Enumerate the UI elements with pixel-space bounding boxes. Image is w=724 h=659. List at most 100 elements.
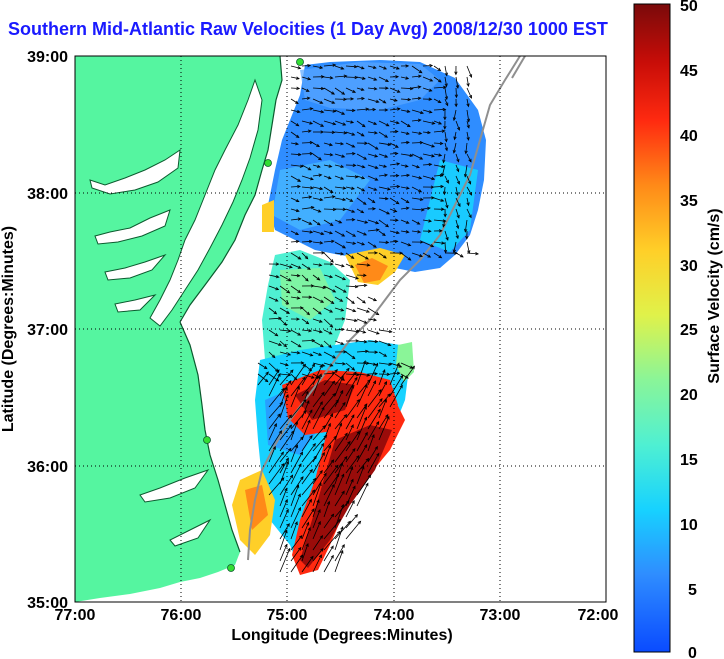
velocity-vector [345, 186, 355, 190]
velocity-vector [334, 241, 346, 249]
velocity-vector [290, 521, 298, 540]
velocity-vector [466, 65, 472, 78]
velocity-vector [345, 131, 355, 136]
velocity-vector [378, 76, 389, 82]
vector-arrowhead [306, 521, 310, 526]
vector-arrowhead [351, 367, 356, 371]
vector-arrowhead [361, 165, 366, 169]
velocity-vector [378, 131, 388, 138]
vector-arrowhead [360, 87, 365, 91]
vector-arrowhead [464, 228, 468, 233]
velocity-vector [301, 175, 314, 180]
velocity-vector [400, 153, 413, 157]
vector-arrowhead [393, 209, 398, 213]
vector-arrowhead [399, 384, 403, 389]
velocity-vector [323, 76, 333, 79]
velocity-vector [356, 197, 367, 205]
velocity-vector [279, 488, 288, 507]
vector-arrowhead [398, 364, 403, 368]
velocity-vector [312, 307, 322, 315]
vector-arrowhead [342, 362, 347, 366]
velocity-vector [422, 65, 433, 67]
velocity-vector [334, 328, 345, 331]
velocity-vector [444, 186, 446, 195]
vector-arrowhead [452, 149, 457, 154]
vector-arrowhead [383, 353, 388, 357]
vector-arrowhead [429, 63, 434, 68]
vector-arrowhead [427, 130, 432, 135]
velocity-vector [411, 131, 422, 134]
velocity-vector [290, 175, 301, 182]
vector-arrowhead [374, 445, 378, 450]
colorbar-tick-label: 10 [680, 517, 698, 534]
colorbar-tick-label: 5 [688, 582, 697, 599]
velocity-vector [378, 416, 390, 441]
vector-arrowhead [342, 401, 346, 406]
velocity-vector [323, 473, 340, 496]
vector-arrowhead [428, 88, 433, 92]
vector-arrowhead [375, 99, 380, 103]
vector-arrowhead [303, 410, 307, 414]
velocity-vector [290, 463, 302, 485]
vector-arrowhead [296, 109, 301, 114]
velocity-vector [257, 362, 268, 369]
velocity-vector [389, 108, 400, 111]
vector-arrowhead [418, 74, 422, 78]
velocity-vector [323, 399, 339, 419]
vector-arrowhead [427, 229, 432, 233]
vector-arrowhead [277, 413, 281, 417]
velocity-vector [312, 164, 321, 168]
velocity-vector [356, 131, 365, 137]
velocity-vector [279, 448, 292, 463]
vector-arrowhead [275, 274, 280, 279]
velocity-vector [367, 318, 377, 321]
velocity-vector [378, 393, 391, 408]
vector-arrowhead [330, 262, 334, 266]
vector-arrowhead [285, 460, 289, 465]
velocity-vector [323, 164, 332, 168]
vector-arrowhead [475, 252, 480, 256]
vector-arrowhead [375, 228, 380, 232]
x-tick-label: 77:00 [55, 607, 96, 624]
velocity-vector [312, 197, 323, 201]
vector-arrowhead [374, 339, 379, 344]
vector-arrowhead [396, 371, 401, 376]
vector-arrowhead [299, 451, 303, 456]
vector-arrowhead [347, 440, 351, 445]
vector-arrowhead [316, 277, 321, 281]
velocity-vector [323, 340, 332, 348]
vector-arrowhead [305, 277, 309, 282]
velocity-vector [378, 252, 387, 259]
velocity-vector [301, 240, 312, 243]
vector-arrowhead [384, 108, 389, 112]
velocity-vector [323, 372, 335, 375]
vector-arrowhead [344, 432, 348, 437]
station-marker [264, 159, 272, 167]
velocity-vector [345, 65, 357, 68]
colorbar-tick-label: 0 [688, 645, 697, 659]
velocity-vector [433, 197, 444, 202]
vector-arrowhead [353, 371, 357, 376]
velocity-vector [455, 120, 460, 131]
vector-arrowhead [328, 331, 333, 335]
velocity-vector [422, 219, 432, 222]
vector-arrowhead [308, 195, 313, 199]
vector-arrowhead [385, 240, 390, 244]
vector-arrowhead [382, 100, 387, 104]
vector-arrowhead [442, 191, 447, 196]
gridlines [75, 56, 606, 602]
vector-arrowhead [278, 342, 283, 346]
velocity-vector [290, 120, 299, 127]
vector-arrowhead [442, 159, 446, 164]
velocity-vector [301, 469, 313, 485]
vector-arrowhead [263, 365, 268, 370]
velocity-vector [301, 373, 315, 379]
velocity-vector [378, 65, 387, 70]
velocity-vector [323, 87, 335, 95]
vector-arrowhead [309, 468, 313, 473]
colorbar-tick-label: 20 [680, 387, 698, 404]
vector-arrowhead [361, 188, 366, 192]
vector-arrowhead [418, 69, 423, 74]
vector-arrowhead [406, 140, 410, 145]
vector-arrowhead [331, 91, 336, 95]
